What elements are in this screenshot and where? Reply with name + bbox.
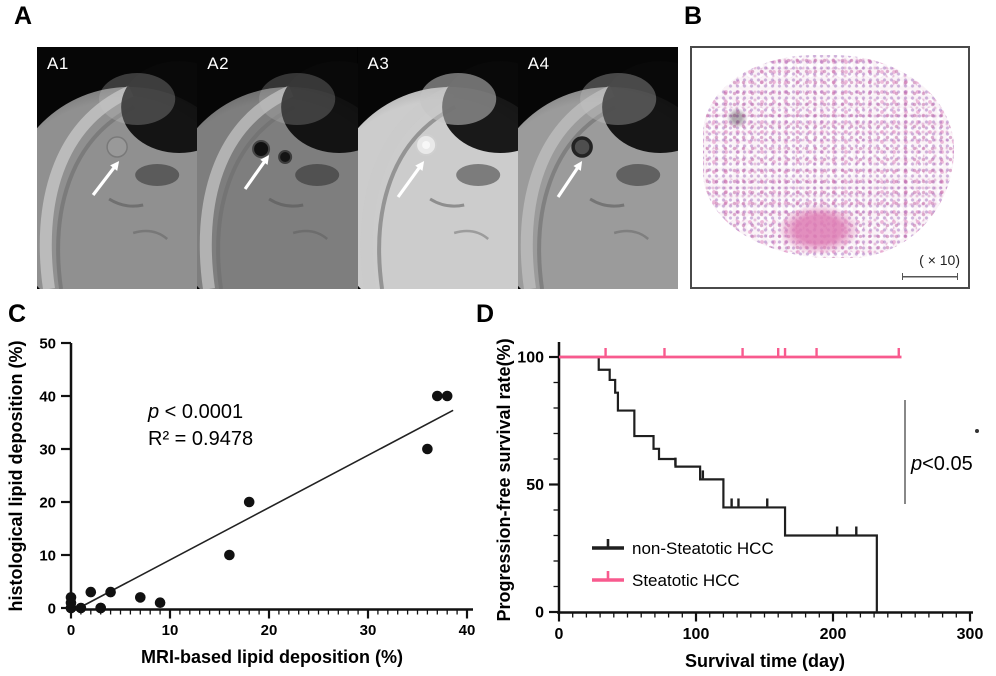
y-tick-label: 10 <box>39 548 56 565</box>
x-tick-label: 0 <box>555 626 564 643</box>
lesion <box>278 150 293 164</box>
p-value-annotation: p<0.05 <box>910 453 973 475</box>
x-tick-label: 20 <box>261 622 278 639</box>
lesion-arrow-icon <box>244 157 269 190</box>
y-tick-label: 0 <box>48 601 56 618</box>
y-tick-label: 20 <box>39 495 56 512</box>
mri-image-a4: A4 <box>517 47 678 289</box>
scatter-point <box>243 496 255 508</box>
r-squared-annotation: R² = 0.9478 <box>148 428 253 450</box>
mri-sub-label-a1: A1 <box>47 54 69 73</box>
lesion <box>106 136 128 158</box>
y-tick-label: 0 <box>535 605 544 622</box>
y-tick-label: 30 <box>39 442 56 459</box>
x-tick-label: 100 <box>683 626 710 643</box>
y-axis-label: Progression-free survival rate(%) <box>494 338 514 621</box>
stray-dot <box>975 429 979 433</box>
y-tick-label: 50 <box>39 336 56 353</box>
scatter-chart: 0 10 20 30 40 50 0 10 20 30 40 MRI-based lipid depo… <box>6 336 476 668</box>
scatter-point <box>432 390 443 402</box>
mri-image-a1: A1 <box>37 47 198 289</box>
mri-strip: A1 A2 A3 A4 <box>37 47 678 289</box>
x-tick-label: 200 <box>820 626 847 643</box>
mri-sub-label-a2: A2 <box>207 54 230 73</box>
y-tick-label: 50 <box>526 477 544 494</box>
scatter-point <box>441 390 453 402</box>
mri-image-a2: A2 <box>197 47 358 289</box>
scatter-point <box>135 592 146 603</box>
km-chart: 0 50 100 0 100 200 300 Survival time (day) Progr… <box>494 338 984 671</box>
mri-sub-label-a3: A3 <box>367 54 390 73</box>
lesion <box>252 140 271 158</box>
panel-b-label: B <box>684 2 703 30</box>
lesion-core <box>421 141 430 149</box>
scatter-point <box>75 602 87 614</box>
y-tick-label: 40 <box>39 389 56 406</box>
scatter-point <box>224 549 235 561</box>
x-tick-label: 40 <box>459 622 476 639</box>
histology-image: ( × 10) <box>690 46 970 289</box>
scatter-point <box>422 443 433 455</box>
km-curve-non-steatotic <box>559 355 878 612</box>
scale-bar <box>902 273 958 280</box>
scatter-point <box>154 597 166 608</box>
mri-image-a3: A3 <box>357 47 518 289</box>
mri-sub-label-a4: A4 <box>527 54 550 73</box>
lesion-arrowhead-icon <box>110 161 120 171</box>
x-tick-label: 300 <box>957 626 984 643</box>
p-value-annotation: p < 0.0001 <box>147 401 243 423</box>
x-axis-label: MRI-based lipid deposition (%) <box>141 647 403 667</box>
lesion <box>571 136 593 158</box>
mri-graphic <box>357 47 518 289</box>
lesion-arrowhead-icon <box>573 161 582 171</box>
lesion-arrow-icon <box>91 163 118 196</box>
panel-a-label: A <box>14 2 33 30</box>
scatter-point <box>65 592 77 603</box>
x-tick-label: 30 <box>360 622 377 639</box>
lesion-arrow-icon <box>396 163 423 198</box>
y-axis-label: histological lipid deposition (%) <box>6 341 26 612</box>
legend-label: Steatotic HCC <box>632 571 740 590</box>
legend-label: non-Steatotic HCC <box>632 539 774 558</box>
lesion-arrowhead-icon <box>260 155 270 165</box>
scatter-point <box>95 602 106 614</box>
scatter-point <box>105 586 116 598</box>
scatter-point <box>85 586 97 598</box>
x-axis-label: Survival time (day) <box>685 651 845 671</box>
mri-graphic <box>37 47 198 289</box>
regression-line <box>78 409 454 609</box>
panel-c-label: C <box>8 300 27 328</box>
x-tick-label: 10 <box>162 622 179 639</box>
mri-graphic <box>517 47 678 289</box>
x-tick-label: 0 <box>67 622 75 639</box>
y-tick-label: 100 <box>517 350 544 367</box>
panel-d-label: D <box>476 300 495 328</box>
tissue-section <box>703 55 955 259</box>
magnification-label: ( × 10) <box>919 252 960 268</box>
lesion-arrow-icon <box>556 163 581 198</box>
lesion-arrowhead-icon <box>414 161 424 171</box>
mri-graphic <box>197 47 358 289</box>
